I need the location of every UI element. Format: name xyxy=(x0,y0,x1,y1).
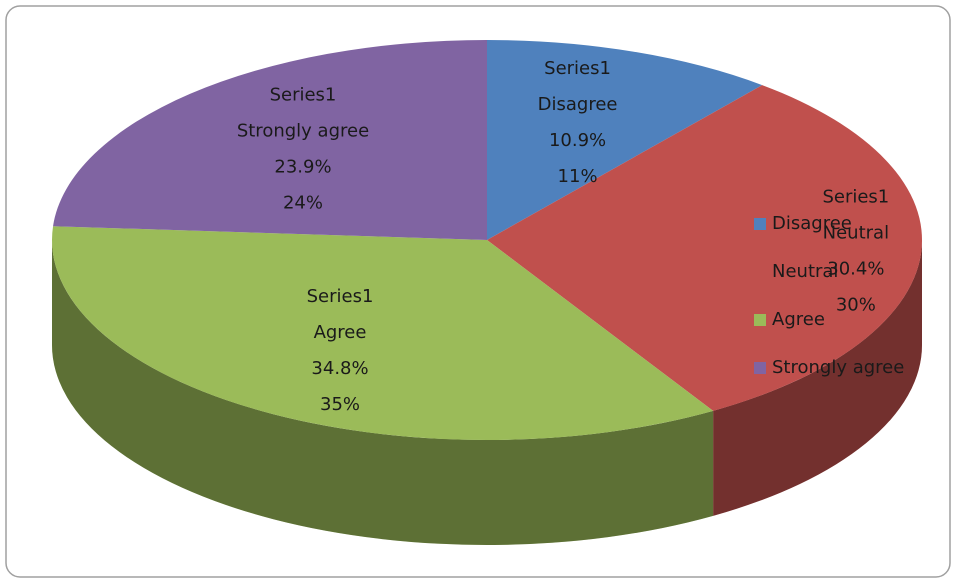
legend-swatch xyxy=(754,362,766,374)
slice-side xyxy=(52,240,714,545)
slice xyxy=(53,40,487,240)
legend-swatch xyxy=(754,218,766,230)
data-label: Neutral xyxy=(823,223,889,244)
data-label: 34.8% xyxy=(311,358,368,379)
legend-swatch xyxy=(754,266,766,278)
data-label: Agree xyxy=(314,322,367,343)
data-label: Series1 xyxy=(307,286,374,307)
data-label: 11% xyxy=(558,166,598,187)
data-label: Series1 xyxy=(270,84,337,105)
legend-label: Neutral xyxy=(772,261,838,282)
slice-side xyxy=(713,240,922,516)
slice xyxy=(487,85,923,411)
data-label: 24% xyxy=(283,192,323,213)
data-label: Disagree xyxy=(538,94,618,115)
data-label: 30.4% xyxy=(827,259,884,280)
data-label: Series1 xyxy=(822,187,889,208)
legend-swatch xyxy=(754,314,766,326)
data-label: 35% xyxy=(320,394,360,415)
legend-label: Agree xyxy=(772,309,825,330)
data-label: 10.9% xyxy=(549,130,606,151)
slice xyxy=(52,226,714,441)
legend-label: Disagree xyxy=(772,213,852,234)
slice-side-shade xyxy=(52,240,714,545)
slice xyxy=(487,40,763,240)
slice-side-shade xyxy=(713,240,922,516)
legend-label: Strongly agree xyxy=(772,357,904,378)
data-label: 23.9% xyxy=(274,156,331,177)
data-label: Series1 xyxy=(544,58,611,79)
data-label: 30% xyxy=(836,295,876,316)
data-label: Strongly agree xyxy=(237,120,369,141)
